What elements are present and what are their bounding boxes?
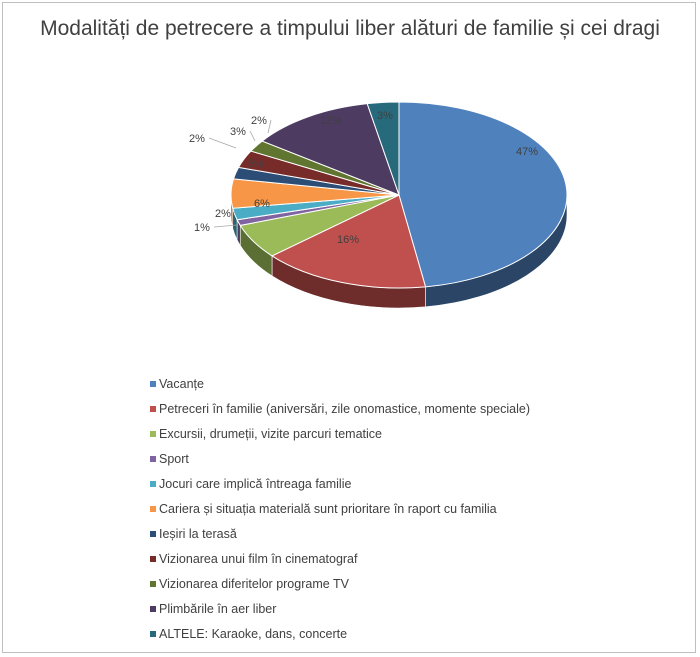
pie-slice-10: [366, 101, 400, 196]
data-label-8: 2%: [251, 115, 267, 127]
legend-swatch: [150, 631, 156, 637]
data-labels: 47% 16% 6% 1% 2% 5% 2% 3% 2% 12% 3%: [189, 110, 538, 246]
legend-label: Vizionarea diferitelor programe TV: [159, 577, 349, 591]
legend-swatch: [150, 531, 156, 537]
pie-sides: [230, 194, 568, 309]
legend-swatch: [150, 431, 156, 437]
legend-swatch: [150, 581, 156, 587]
legend-swatch: [150, 381, 156, 387]
data-label-10: 3%: [377, 110, 393, 122]
legend-swatch: [150, 506, 156, 512]
legend-item: ALTELE: Karaoke, dans, concerte: [150, 626, 670, 651]
data-label-3: 1%: [194, 222, 210, 234]
leader-line-3: [213, 224, 238, 228]
pie-slice-0: [398, 101, 568, 288]
legend-item: Plimbările în aer liber: [150, 601, 670, 626]
legend-label: ALTELE: Karaoke, dans, concerte: [159, 627, 348, 641]
legend-label: Cariera și situația materială sunt prior…: [159, 502, 497, 516]
legend-label: Vizionarea unui film în cinematograf: [159, 552, 358, 566]
legend-label: Plimbările în aer liber: [159, 602, 277, 616]
leader-line-6: [208, 137, 237, 149]
legend-item: Vizionarea diferitelor programe TV: [150, 576, 670, 601]
data-label-1: 16%: [337, 234, 359, 246]
legend-label: Sport: [159, 452, 189, 466]
legend-label: Ieșiri la terasă: [159, 527, 237, 541]
data-label-9: 12%: [320, 115, 342, 127]
pie-slices: [230, 101, 568, 289]
chart-title: Modalități de petrecere a timpului liber…: [40, 17, 660, 40]
legend-label: Petreceri în familie (aniversări, zile o…: [159, 402, 530, 416]
data-label-5: 5%: [248, 158, 264, 170]
leader-line-8: [267, 119, 272, 134]
legend-swatch: [150, 456, 156, 462]
leader-line-7: [249, 130, 256, 142]
data-label-7: 3%: [230, 126, 246, 138]
leader-lines: [208, 119, 272, 228]
pie-chart: 47% 16% 6% 1% 2% 5% 2% 3% 2% 12% 3%: [189, 101, 568, 309]
leader-line-4: [232, 211, 236, 214]
legend: Vacanțe Petreceri în familie (aniversări,…: [150, 376, 670, 651]
legend-label: Jocuri care implică întreaga familie: [159, 477, 352, 491]
legend-item: Sport: [150, 451, 670, 476]
legend-item: Vacanțe: [150, 376, 670, 401]
legend-swatch: [150, 481, 156, 487]
legend-item: Excursii, drumeții, vizite parcuri temat…: [150, 426, 670, 451]
pie-slice-9: [261, 103, 400, 196]
legend-item: Jocuri care implică întreaga familie: [150, 476, 670, 501]
data-label-0: 47%: [516, 146, 538, 158]
data-label-2: 6%: [254, 198, 270, 210]
legend-swatch: [150, 606, 156, 612]
legend-label: Vacanțe: [159, 377, 204, 391]
legend-item: Ieșiri la terasă: [150, 526, 670, 551]
legend-label: Excursii, drumeții, vizite parcuri temat…: [159, 427, 382, 441]
legend-item: Petreceri în familie (aniversări, zile o…: [150, 401, 670, 426]
legend-item: Vizionarea unui film în cinematograf: [150, 551, 670, 576]
legend-swatch: [150, 406, 156, 412]
legend-swatch: [150, 556, 156, 562]
data-label-4: 2%: [215, 208, 231, 220]
legend-item: Cariera și situația materială sunt prior…: [150, 501, 670, 526]
data-label-6: 2%: [189, 133, 205, 145]
pie-slice-1: [271, 194, 427, 289]
